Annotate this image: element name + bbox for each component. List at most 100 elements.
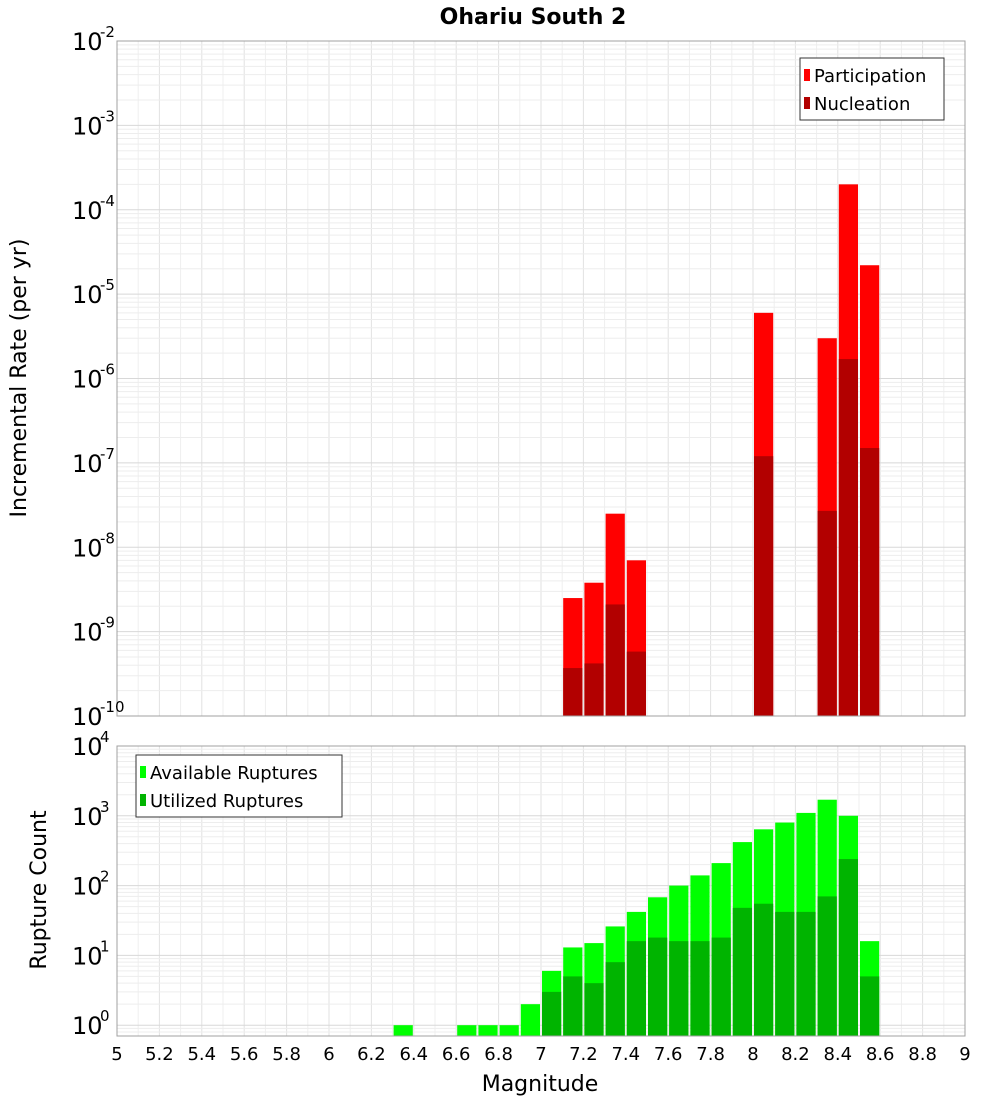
legend-swatch (140, 766, 146, 778)
bar (775, 911, 795, 1036)
x-tick-label: 7.2 (569, 1044, 598, 1065)
y-tick-exponent: 0 (100, 1007, 110, 1025)
x-tick-label: 8.2 (781, 1044, 810, 1065)
bar (796, 911, 816, 1036)
y-tick-label: 10 (72, 803, 103, 831)
bar (860, 976, 880, 1036)
series-utilized-ruptures (542, 859, 880, 1036)
y-tick-label: 10 (72, 873, 103, 901)
bar (817, 896, 837, 1036)
plot-frame (116, 40, 966, 717)
y-tick-label: 10 (72, 1012, 103, 1040)
bar (393, 1025, 413, 1036)
x-tick-label: 6.6 (442, 1044, 471, 1065)
legend-label: Nucleation (814, 94, 910, 115)
legend-label: Utilized Ruptures (150, 791, 303, 812)
y-tick-exponent: 2 (100, 868, 110, 886)
y-tick-label: 10 (72, 281, 103, 309)
legend-box (135, 754, 343, 818)
x-tick-label: 6.2 (357, 1044, 386, 1065)
legend-swatch (804, 97, 810, 109)
legend: Participation Nucleation (799, 57, 945, 121)
y-tick-exponent: 3 (100, 798, 110, 816)
x-tick-label: 8.6 (866, 1044, 895, 1065)
x-axis-label: Magnitude (482, 1072, 599, 1097)
x-tick-label: 8 (747, 1044, 758, 1065)
bar (754, 456, 774, 716)
chart-panel-1: 10-1010-910-810-710-610-510-410-310-2Oha… (7, 5, 966, 731)
y-tick-exponent: -3 (100, 107, 115, 125)
y-tick-exponent: -10 (100, 698, 125, 716)
y-tick-exponent: -9 (100, 614, 115, 632)
bar (690, 941, 710, 1036)
bar (584, 663, 604, 716)
y-tick-label: 10 (72, 534, 103, 562)
x-tick-label: 8.4 (823, 1044, 852, 1065)
x-tick-label: 8.8 (908, 1044, 937, 1065)
x-tick-label: 5 (111, 1044, 122, 1065)
x-tick-label: 7.4 (611, 1044, 640, 1065)
y-axis-label: Incremental Rate (per yr) (7, 239, 32, 518)
y-tick-label: 10 (72, 733, 103, 761)
legend: Available Ruptures Utilized Ruptures (135, 754, 343, 818)
legend-label: Available Ruptures (150, 763, 318, 784)
x-tick-label: 6.8 (484, 1044, 513, 1065)
bar (732, 907, 752, 1036)
bar (838, 859, 858, 1036)
y-tick-label: 10 (72, 703, 103, 731)
bar (563, 976, 583, 1036)
series-nucleation (563, 359, 880, 716)
x-tick-label: 5.6 (230, 1044, 259, 1065)
x-tick-label: 6 (323, 1044, 334, 1065)
chart-title: Ohariu South 2 (440, 5, 627, 30)
y-tick-label: 10 (72, 197, 103, 225)
bar (754, 903, 774, 1036)
y-tick-label: 10 (72, 28, 103, 56)
bar (563, 668, 583, 716)
y-tick-label: 10 (72, 366, 103, 394)
x-tick-label: 7.6 (654, 1044, 683, 1065)
x-tick-label: 7 (535, 1044, 546, 1065)
bar (499, 1025, 519, 1036)
bar (605, 604, 625, 716)
bar (542, 991, 562, 1036)
x-tick-label: 6.4 (399, 1044, 428, 1065)
bar (626, 941, 646, 1036)
y-tick-exponent: -6 (100, 361, 115, 379)
legend-label: Participation (814, 66, 926, 87)
x-tick-label: 5.8 (272, 1044, 301, 1065)
bar (860, 448, 880, 716)
legend-swatch (804, 69, 810, 81)
bar (626, 651, 646, 716)
bar (478, 1025, 498, 1036)
bar (817, 510, 837, 716)
y-tick-exponent: -2 (100, 23, 115, 41)
legend-swatch (140, 794, 146, 806)
y-tick-exponent: -4 (100, 192, 115, 210)
bar (457, 1025, 477, 1036)
x-tick-label: 9 (959, 1044, 970, 1065)
y-tick-label: 10 (72, 619, 103, 647)
x-tick-label: 5.2 (145, 1044, 174, 1065)
bar (838, 359, 858, 716)
y-tick-label: 10 (72, 112, 103, 140)
plot-frame (116, 745, 966, 1037)
grid (116, 40, 966, 717)
bar (584, 983, 604, 1036)
x-tick-label: 5.4 (187, 1044, 216, 1065)
y-tick-exponent: 1 (100, 937, 110, 955)
y-tick-exponent: -7 (100, 445, 115, 463)
bar (605, 962, 625, 1036)
bar (520, 1004, 540, 1036)
y-tick-exponent: 4 (100, 728, 110, 746)
y-axis-label: Rupture Count (27, 810, 52, 970)
x-tick-label: 7.8 (696, 1044, 725, 1065)
y-tick-label: 10 (72, 942, 103, 970)
y-tick-exponent: -8 (100, 529, 115, 547)
bar (669, 941, 689, 1036)
bar (711, 937, 731, 1036)
y-tick-exponent: -5 (100, 276, 115, 294)
